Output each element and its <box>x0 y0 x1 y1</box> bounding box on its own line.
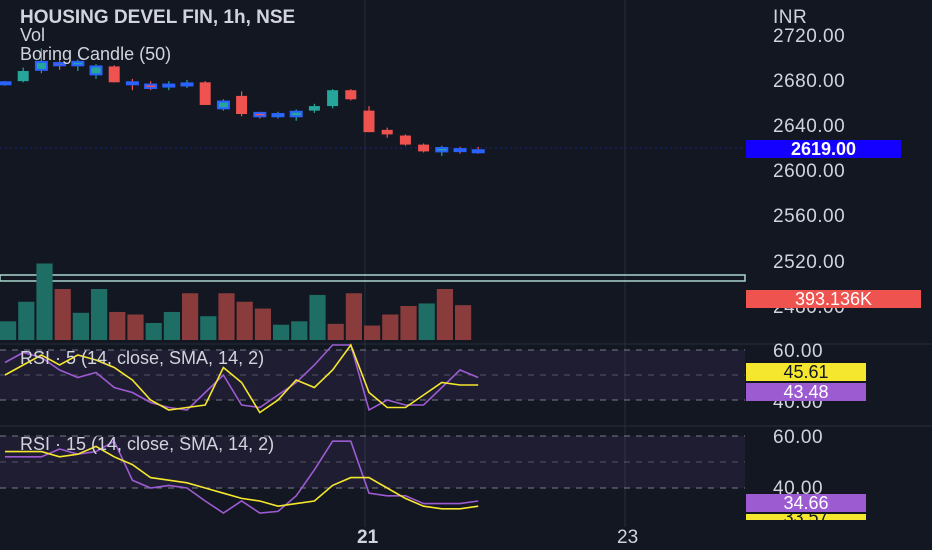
volume-bar <box>382 314 399 340</box>
candle-body <box>418 144 430 152</box>
price-tick: 2720.00 <box>773 26 846 47</box>
rsi1-line <box>4 344 479 412</box>
candle-body <box>327 90 339 107</box>
volume-bar <box>36 263 53 340</box>
volume-bar <box>254 308 271 340</box>
indicator-legend[interactable]: Boring Candle (50) <box>20 44 172 64</box>
rsi2-ma-line <box>5 445 479 510</box>
volume-bar <box>200 316 217 340</box>
rsi2-tag: 34.66 <box>746 494 866 512</box>
volume-bar <box>436 289 453 340</box>
candle-body <box>180 82 194 87</box>
candle-body <box>236 95 248 115</box>
candles <box>0 48 485 156</box>
volume-bar <box>109 311 126 340</box>
candle-body <box>471 149 485 154</box>
volume-bar <box>455 305 472 340</box>
vol-legend[interactable]: Vol <box>20 25 46 45</box>
rsi1-tick: 60.00 <box>773 341 824 362</box>
candle-body <box>125 81 139 86</box>
price-tick: 2680.00 <box>773 71 846 92</box>
volume-bar <box>309 294 326 340</box>
volume-bar <box>72 312 89 340</box>
price-tick: 2520.00 <box>773 252 846 273</box>
volume-bar <box>182 293 199 340</box>
volume-bar <box>163 311 180 340</box>
rsi2-tick: 60.00 <box>773 427 824 448</box>
x-tick-21: 21 <box>357 527 379 548</box>
volume-bar <box>345 293 362 340</box>
rsi2-tick: 40.00 <box>773 478 824 499</box>
candle-body <box>0 81 12 86</box>
volume-bar <box>218 293 235 340</box>
rsi1-ma-line <box>4 343 479 414</box>
volume-bar <box>364 325 381 340</box>
volume-tag: 393.136K <box>746 290 921 308</box>
candle-body <box>53 62 67 67</box>
candle-body <box>162 83 176 88</box>
x-tick-23: 23 <box>617 527 639 548</box>
candle-body <box>253 111 267 118</box>
volume-bar <box>291 321 308 340</box>
volume-bar <box>273 324 290 340</box>
candle-body <box>308 106 320 111</box>
rsi2-ma-tag: 33.57 <box>746 514 866 520</box>
candle-body <box>34 60 48 71</box>
volume-bar <box>400 306 417 340</box>
price-tick: 2560.00 <box>773 206 846 227</box>
volume-bar <box>127 314 144 340</box>
candle-body <box>108 66 120 83</box>
volume-bar <box>54 289 71 340</box>
last-price-tag: 2619.00 <box>746 140 901 158</box>
candle-body <box>399 135 411 145</box>
symbol-title[interactable]: HOUSING DEVEL FIN, 1h, NSE <box>20 7 296 28</box>
volume-bar <box>91 289 108 340</box>
currency-label: INR <box>773 7 808 28</box>
price-tick: 2640.00 <box>773 116 846 137</box>
candle-body <box>289 110 303 118</box>
volume-bar <box>418 303 435 340</box>
rsi2-legend[interactable]: RSI · 15 (14, close, SMA, 14, 2) <box>20 434 275 454</box>
candle-body <box>435 146 449 153</box>
volume-bars <box>0 263 472 340</box>
volume-bar <box>327 323 344 340</box>
candle-body <box>17 70 29 82</box>
candle-body <box>453 148 467 153</box>
candle-body <box>144 83 158 89</box>
rsi1-legend[interactable]: RSI · 5 (14, close, SMA, 14, 2) <box>20 348 265 368</box>
boring-zone <box>0 274 746 282</box>
rsi1-ma-tag: 45.61 <box>746 363 866 381</box>
rsi1-tag: 43.48 <box>746 383 866 401</box>
candle-body <box>216 100 230 110</box>
rsi2-lines <box>5 440 479 514</box>
volume-bar <box>145 323 162 340</box>
volume-bar <box>0 321 17 340</box>
candle-body <box>381 129 393 135</box>
rsi1-lines <box>4 343 479 414</box>
candle-body <box>271 113 285 118</box>
volume-bar <box>18 301 35 340</box>
volume-bar <box>236 301 253 340</box>
chart-grid <box>0 0 932 527</box>
candle-body <box>199 82 211 105</box>
price-tick: 2600.00 <box>773 161 846 182</box>
candle-body <box>89 65 103 76</box>
candle-body <box>71 60 85 67</box>
candle-body <box>345 90 357 100</box>
candle-body <box>363 110 375 133</box>
